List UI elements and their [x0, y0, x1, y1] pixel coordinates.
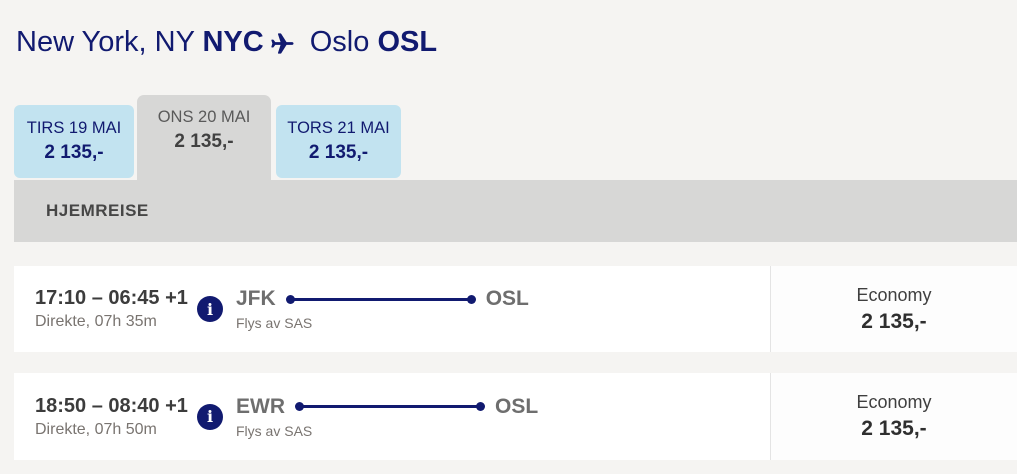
fare-class-label: Economy: [856, 392, 932, 412]
info-icon[interactable]: i: [197, 403, 223, 430]
date-tab-price: 2 135,-: [174, 131, 234, 152]
flight-row: 17:10 – 06:45 +1 Direkte, 07h 35m i JFK …: [14, 266, 1017, 352]
fare-select-button[interactable]: Economy 2 135,-: [770, 373, 1017, 460]
time-block: 17:10 – 06:45 +1 Direkte, 07h 35m: [35, 287, 197, 331]
fare-class-label: Economy: [856, 284, 932, 305]
date-tabs: TIRS 19 MAI 2 135,- ONS 20 MAI 2 135,- T…: [14, 95, 401, 180]
flight-duration-details: Direkte, 07h 35m: [35, 313, 157, 330]
date-tab-price: 2 135,-: [44, 142, 104, 163]
date-tab-label: TIRS 19 MAI: [26, 119, 122, 137]
date-tab-label: TORS 21 MAI: [287, 119, 390, 137]
departure-arrival-times: 18:50 – 08:40 +1: [35, 394, 188, 417]
flight-info: 18:50 – 08:40 +1 Direkte, 07h 50m i EWR …: [14, 373, 770, 460]
fare-price: 2 135,-: [861, 309, 927, 333]
origin-airport-code: EWR: [236, 394, 285, 418]
date-tab-label: ONS 20 MAI: [157, 108, 251, 126]
airplane-icon: [269, 30, 296, 57]
section-header-hjemreise: HJEMREISE: [14, 180, 1017, 242]
date-tab-ons-20-mai-selected[interactable]: ONS 20 MAI 2 135,-: [137, 95, 271, 180]
info-icon[interactable]: i: [197, 296, 223, 322]
date-tab-price: 2 135,-: [308, 142, 369, 163]
date-tab-tors-21-mai[interactable]: TORS 21 MAI 2 135,-: [276, 105, 401, 178]
origin-code: NYC: [202, 26, 264, 58]
route-visual: EWR OSL: [236, 395, 538, 419]
page-title: New York, NY NYC Oslo OSL: [16, 26, 437, 59]
destination-airport-code: OSL: [495, 394, 539, 418]
operating-carrier: Flys av SAS: [236, 315, 313, 331]
fare-price: 2 135,-: [861, 417, 927, 440]
flight-row: 18:50 – 08:40 +1 Direkte, 07h 50m i EWR …: [14, 373, 1017, 460]
route: JFK OSL Flys av SAS: [236, 287, 529, 331]
date-tab-tirs-19-mai[interactable]: TIRS 19 MAI 2 135,-: [14, 105, 134, 178]
destination-city: Oslo: [301, 26, 378, 58]
route-line: [295, 402, 485, 411]
destination-code: OSL: [377, 26, 438, 58]
origin-city: New York, NY: [16, 26, 203, 58]
route-visual: JFK OSL: [236, 287, 529, 311]
flight-info: 17:10 – 06:45 +1 Direkte, 07h 35m i JFK …: [14, 266, 770, 352]
fare-select-button[interactable]: Economy 2 135,-: [770, 266, 1017, 352]
route: EWR OSL Flys av SAS: [236, 395, 538, 439]
route-line: [285, 294, 476, 304]
section-title: HJEMREISE: [46, 201, 149, 220]
origin-airport-code: JFK: [236, 287, 276, 310]
flight-duration-details: Direkte, 07h 50m: [35, 420, 157, 438]
departure-arrival-times: 17:10 – 06:45 +1: [35, 287, 188, 309]
operating-carrier: Flys av SAS: [236, 422, 313, 439]
destination-airport-code: OSL: [485, 287, 529, 310]
time-block: 18:50 – 08:40 +1 Direkte, 07h 50m: [35, 395, 197, 439]
